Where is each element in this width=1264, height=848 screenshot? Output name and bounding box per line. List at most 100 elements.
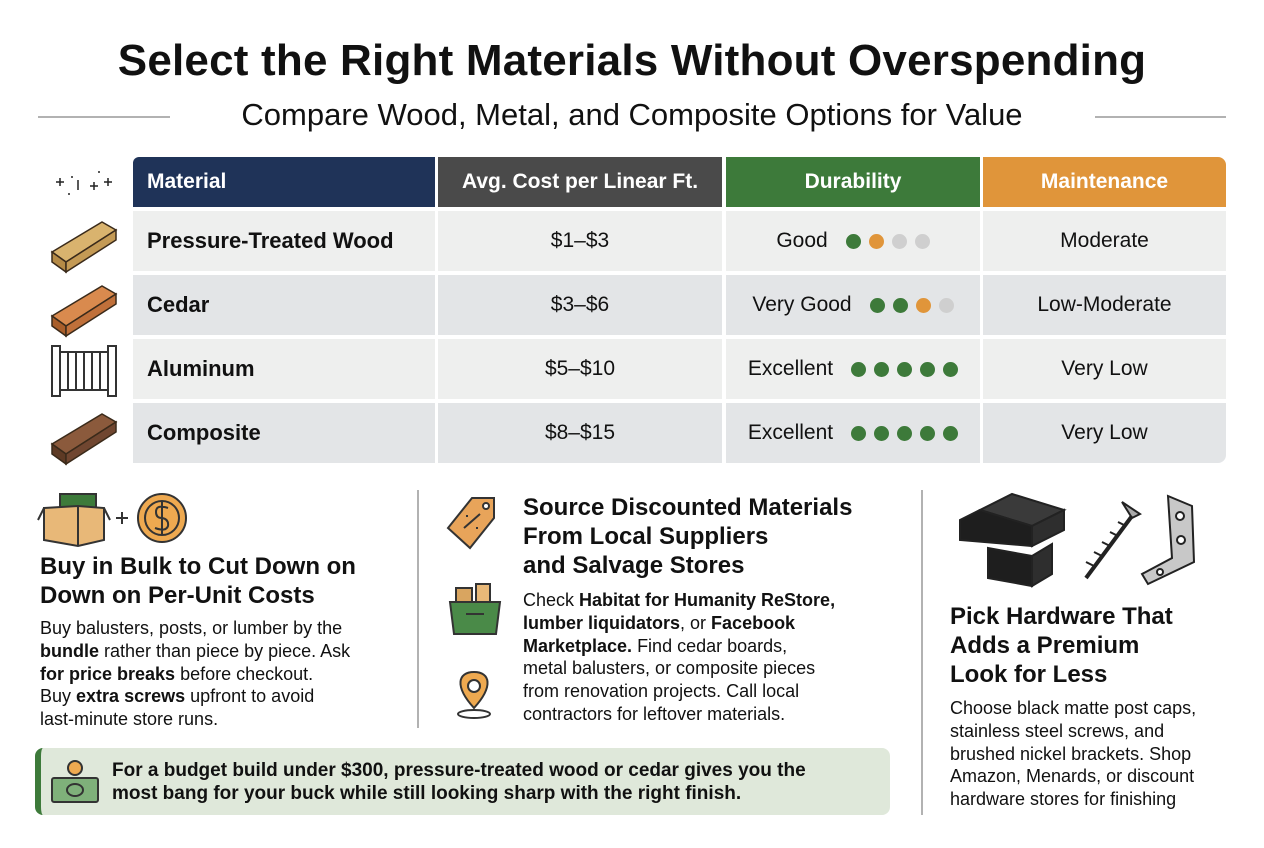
text-run: before checkout. [175,663,314,684]
table-cell: Very Low [983,403,1226,463]
header-cell: Durability [726,157,980,207]
text-run: brushed nickel brackets. Shop [950,743,1192,764]
callout-line: For a budget build under $300, pressure-… [112,760,806,781]
tip-heading: Buy in Bulk to Cut Down on Down on Per-Un… [40,552,356,610]
heading-line: and Salvage Stores [523,552,745,579]
body-line: brushed nickel brackets. Shop [950,743,1196,766]
table-cell: Moderate [983,211,1226,271]
body-line: last-minute store runs. [40,708,350,731]
rating-dot [914,233,930,249]
durability-label: Excellent [747,357,834,380]
text-run: Buy balusters, posts, or lumber by the [40,618,343,638]
body-line: contractors for leftover materials. [523,703,835,726]
rating-dot [943,361,959,377]
wood-icon [50,221,118,466]
text-run: Buy [40,686,77,707]
heading-line: Pick Hardware That [950,603,1173,630]
rating-dot [943,425,959,441]
tip-body: Choose black matte post caps, stainless s… [950,697,1196,811]
body-line: lumber liquidators, or Facebook [523,612,835,635]
callout-text: For a budget build under $300, pressure-… [112,759,806,805]
rating-dot [897,361,913,377]
text-run: Check [523,590,580,610]
durability-label: Good [776,229,828,252]
rating-dot [845,233,861,249]
money-icon [51,760,99,803]
text-run: bundle [40,640,99,661]
text-run: Marketplace. [523,635,633,656]
body-line: Buy balusters, posts, or lumber by the [40,617,350,640]
body-line: for price breaks before checkout. [40,663,350,686]
source-icons [446,497,502,719]
body-line: Choose black matte post caps, [950,697,1196,720]
text-run: extra screws [76,686,186,707]
tip-heading: Pick Hardware That Adds a Premium Look for… [950,602,1173,689]
table-cell: Excellent [726,339,980,399]
text-run: rather than piece by piece. Ask [99,640,351,661]
rating-dot [920,425,936,441]
body-line: Buy extra screws upfront to avoid [40,685,350,708]
table-cell: Aluminum [133,339,435,399]
rating-dot [869,297,885,313]
header-cell: Material [133,157,435,207]
tip-body: Buy balusters, posts, or lumber by the bu… [40,617,350,731]
table-cell: Very Low [983,339,1226,399]
body-line: stainless steel screws, and [950,720,1196,743]
text-run: stainless steel screws, and [950,720,1165,741]
body-line: metal balusters, or composite pieces [523,657,835,680]
rating-dot [897,425,913,441]
table-cell: $1–$3 [438,211,722,271]
table-cell: Pressure-Treated Wood [133,211,435,271]
heading-line: From Local Suppliers [523,523,769,550]
header-cell: Maintenance [983,157,1226,207]
text-run: Habitat for Humanity ReStore, [579,590,836,610]
table-cell: Composite [133,403,435,463]
durability-label: Very Good [752,293,852,316]
rating-dot [851,361,867,377]
header-cell: Avg. Cost per Linear Ft. [438,157,722,207]
rating-dot [874,425,890,441]
rating-dot [892,297,908,313]
table-cell: $8–$15 [438,403,722,463]
rating-dot [868,233,884,249]
text-run: metal balusters, or composite pieces [523,658,816,679]
rating-dot [938,297,954,313]
body-line: hardware stores for finishing [950,788,1196,811]
body-line: Amazon, Menards, or discount [950,765,1196,788]
rating-dot [874,361,890,377]
heading-line: Buy in Bulk to Cut Down on [40,553,356,580]
table-cell: Excellent [726,403,980,463]
text-run: Choose black matte post caps, [950,698,1197,718]
heading-line: Adds a Premium [950,632,1140,659]
body-line: Marketplace. Find cedar boards, [523,635,835,658]
table-cell: Good [726,211,980,271]
text-run: Facebook [711,612,796,633]
title: Select the Right Materials Without Overs… [117,36,1147,85]
text-run: , or [680,612,712,633]
table-cell: $5–$10 [438,339,722,399]
rating-dot [851,425,867,441]
hardware-icons [959,492,1196,588]
text-run: hardware stores for finishing [950,789,1177,810]
callout-line: most bang for your buck while still look… [112,783,742,804]
text-run: from renovation projects. Call local [523,681,800,702]
text-run: lumber liquidators [523,612,681,633]
text-run: Find cedar boards, [632,635,788,656]
rating-dot [915,297,931,313]
sparkle-icon [56,171,112,195]
table-cell: Low-Moderate [983,275,1226,335]
text-run: last-minute store runs. [40,709,219,730]
subtitle: Compare Wood, Metal, and Composite Optio… [241,97,1023,132]
durability-label: Excellent [747,421,834,444]
heading-line: Look for Less [950,661,1108,688]
bulk-icon [37,493,187,548]
body-line: from renovation projects. Call local [523,680,835,703]
heading-line: Source Discounted Materials [523,494,853,521]
rating-dot [891,233,907,249]
body-line: Check Habitat for Humanity ReStore, [523,589,835,612]
table-cell: Cedar [133,275,435,335]
tip-heading: Source Discounted Materials From Local Su… [523,493,852,580]
body-line: bundle rather than piece by piece. Ask [40,640,350,663]
